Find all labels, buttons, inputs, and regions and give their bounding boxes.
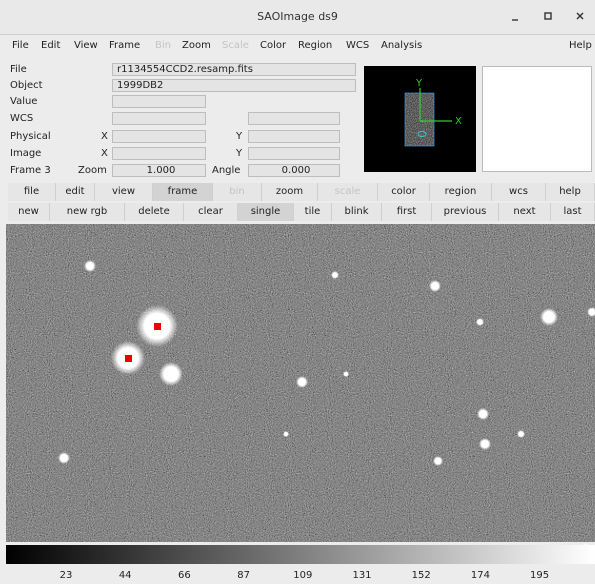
magnifier — [482, 66, 592, 172]
button[interactable]: first — [382, 203, 432, 221]
colorbar-label: 44 — [118, 570, 132, 581]
colorbar-label: 195 — [530, 570, 550, 581]
info-label: Physical — [10, 131, 51, 142]
menu-item[interactable]: Frame — [109, 40, 141, 51]
info-value — [112, 147, 206, 160]
button-bar: new new rgb delete clear single tile blink firs… — [8, 203, 595, 221]
button[interactable]: view — [95, 183, 153, 201]
button[interactable]: new rgb — [50, 203, 125, 221]
info-label: Zoom — [78, 165, 107, 176]
colorbar-label: 131 — [352, 570, 372, 581]
info-label: Y — [236, 131, 243, 142]
colorbar-label: 174 — [470, 570, 490, 581]
colorbar-label: 23 — [59, 570, 73, 581]
info-value — [112, 130, 206, 143]
button[interactable]: zoom — [262, 183, 318, 201]
button[interactable]: new — [8, 203, 50, 221]
menu-item[interactable]: View — [74, 40, 98, 51]
button: scale — [318, 183, 378, 201]
button[interactable]: tile — [294, 203, 332, 221]
info-value: 1.000 — [112, 164, 206, 177]
button[interactable]: last — [551, 203, 595, 221]
button[interactable]: previous — [432, 203, 499, 221]
info-value — [112, 112, 206, 125]
button[interactable]: frame — [153, 183, 213, 201]
region-marker[interactable] — [154, 323, 161, 330]
info-label: Angle — [212, 165, 241, 176]
info-value — [248, 112, 340, 125]
menu-item[interactable]: Region — [298, 40, 333, 51]
button[interactable]: blink — [332, 203, 382, 221]
button[interactable]: delete — [125, 203, 184, 221]
info-value: 0.000 — [248, 164, 340, 177]
button[interactable]: edit — [56, 183, 95, 201]
info-label: File — [10, 64, 27, 75]
menu-item: Bin — [155, 40, 171, 51]
button-bar: file edit view frame bin zoom scale color region… — [8, 183, 595, 201]
colorbar-label: 66 — [178, 570, 191, 581]
image-area — [6, 224, 595, 564]
button[interactable]: region — [430, 183, 492, 201]
info-value: r1134554CCD2.resamp.fits — [112, 63, 356, 76]
button: bin — [213, 183, 262, 201]
colorbar-label: 152 — [411, 570, 431, 581]
button[interactable]: file — [8, 183, 56, 201]
info-value: 1999DB2 — [112, 79, 356, 92]
info-value — [248, 147, 340, 160]
button[interactable]: clear — [184, 203, 238, 221]
window-title: SAOImage ds9 — [257, 10, 338, 23]
menu-item[interactable]: File — [12, 40, 29, 51]
window-controls[interactable] — [500, 8, 595, 26]
colorbar-label: 109 — [293, 570, 313, 581]
button[interactable]: next — [499, 203, 551, 221]
menu-item[interactable]: Color — [260, 40, 287, 51]
info-value — [248, 130, 340, 143]
info-label: Value — [10, 96, 38, 107]
info-label: X — [101, 131, 108, 142]
colorbar — [6, 545, 595, 564]
menu-item[interactable]: Help — [569, 40, 592, 51]
button[interactable]: wcs — [492, 183, 546, 201]
region-marker[interactable] — [125, 355, 132, 362]
info-label: Image — [10, 148, 42, 159]
menu-item[interactable]: WCS — [346, 40, 370, 51]
info-label: Object — [10, 80, 43, 91]
info-label: Y — [236, 148, 243, 159]
title-bar: SAOImage ds9 — [0, 0, 595, 35]
info-label: WCS — [10, 113, 34, 124]
button[interactable]: single — [238, 203, 294, 221]
info-label: X — [101, 148, 108, 159]
menu-item[interactable]: Analysis — [381, 40, 423, 51]
panner-x-label: X — [455, 116, 462, 127]
panner-y-label: Y — [415, 78, 423, 89]
menu-item[interactable]: Edit — [41, 40, 61, 51]
panner[interactable]: X Y — [364, 66, 476, 172]
menu-item: Scale — [222, 40, 249, 51]
info-value — [112, 95, 206, 108]
info-label: Frame 3 — [10, 165, 51, 176]
button[interactable]: color — [378, 183, 430, 201]
colorbar-label: 87 — [237, 570, 250, 581]
menu-item[interactable]: Zoom — [182, 40, 211, 51]
button[interactable]: help — [546, 183, 595, 201]
